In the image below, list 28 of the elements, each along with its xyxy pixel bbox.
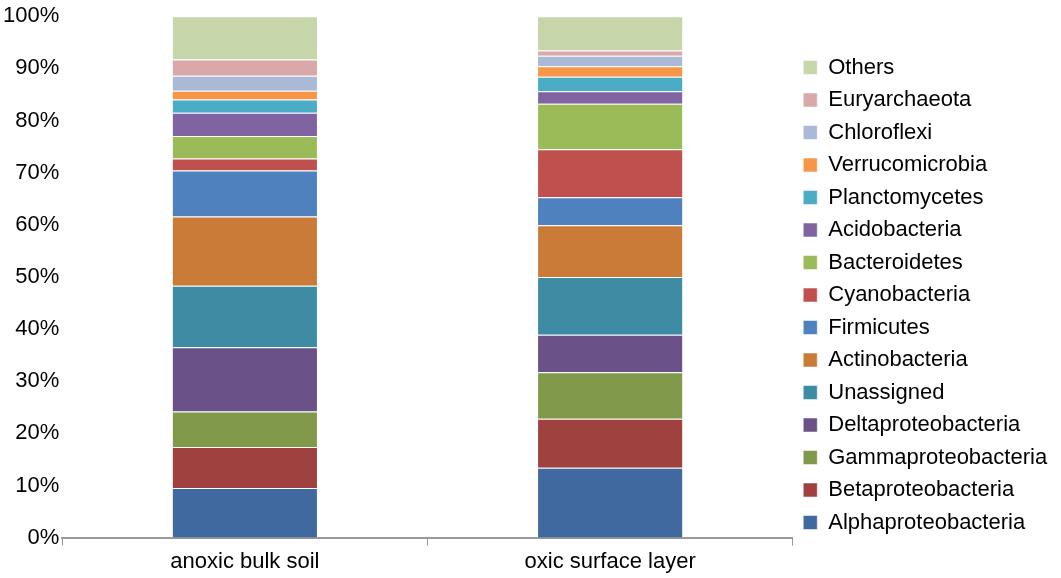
- legend-label: Acidobacteria: [828, 216, 963, 242]
- y-tick-label: 100%: [2, 2, 60, 28]
- y-tick-label: 0%: [27, 523, 60, 549]
- legend-label: Alphaproteobacteria: [828, 508, 1026, 534]
- legend-label: Deltaproteobacteria: [828, 411, 1022, 437]
- y-tick-label: 80%: [15, 106, 60, 132]
- y-tick-label: 40%: [15, 315, 60, 341]
- y-tick-label: 30%: [15, 367, 60, 393]
- legend-label: Cyanobacteria: [828, 281, 971, 307]
- y-tick-label: 60%: [15, 210, 60, 236]
- legend-label: Euryarchaeota: [828, 86, 973, 112]
- legend-label: Betaproteobacteria: [828, 476, 1015, 502]
- legend-label: Verrucomicrobia: [828, 151, 988, 177]
- legend-label: Others: [828, 53, 895, 79]
- x-tick-label: anoxic bulk soil: [170, 547, 320, 573]
- legend-label: Chloroflexi: [828, 118, 933, 144]
- x-tick-label: oxic surface layer: [524, 547, 696, 573]
- y-tick-label: 20%: [15, 419, 60, 445]
- legend-label: Firmicutes: [828, 313, 930, 339]
- legend-label: Planctomycetes: [828, 183, 984, 209]
- legend-label: Actinobacteria: [828, 346, 969, 372]
- y-tick-label: 10%: [15, 471, 60, 497]
- legend-label: Bacteroidetes: [828, 248, 963, 274]
- y-tick-label: 90%: [15, 54, 60, 80]
- legend-label: Unassigned: [828, 378, 945, 404]
- y-tick-label: 70%: [15, 158, 60, 184]
- y-tick-label: 50%: [15, 262, 60, 288]
- legend-label: Gammaproteobacteria: [828, 443, 1048, 469]
